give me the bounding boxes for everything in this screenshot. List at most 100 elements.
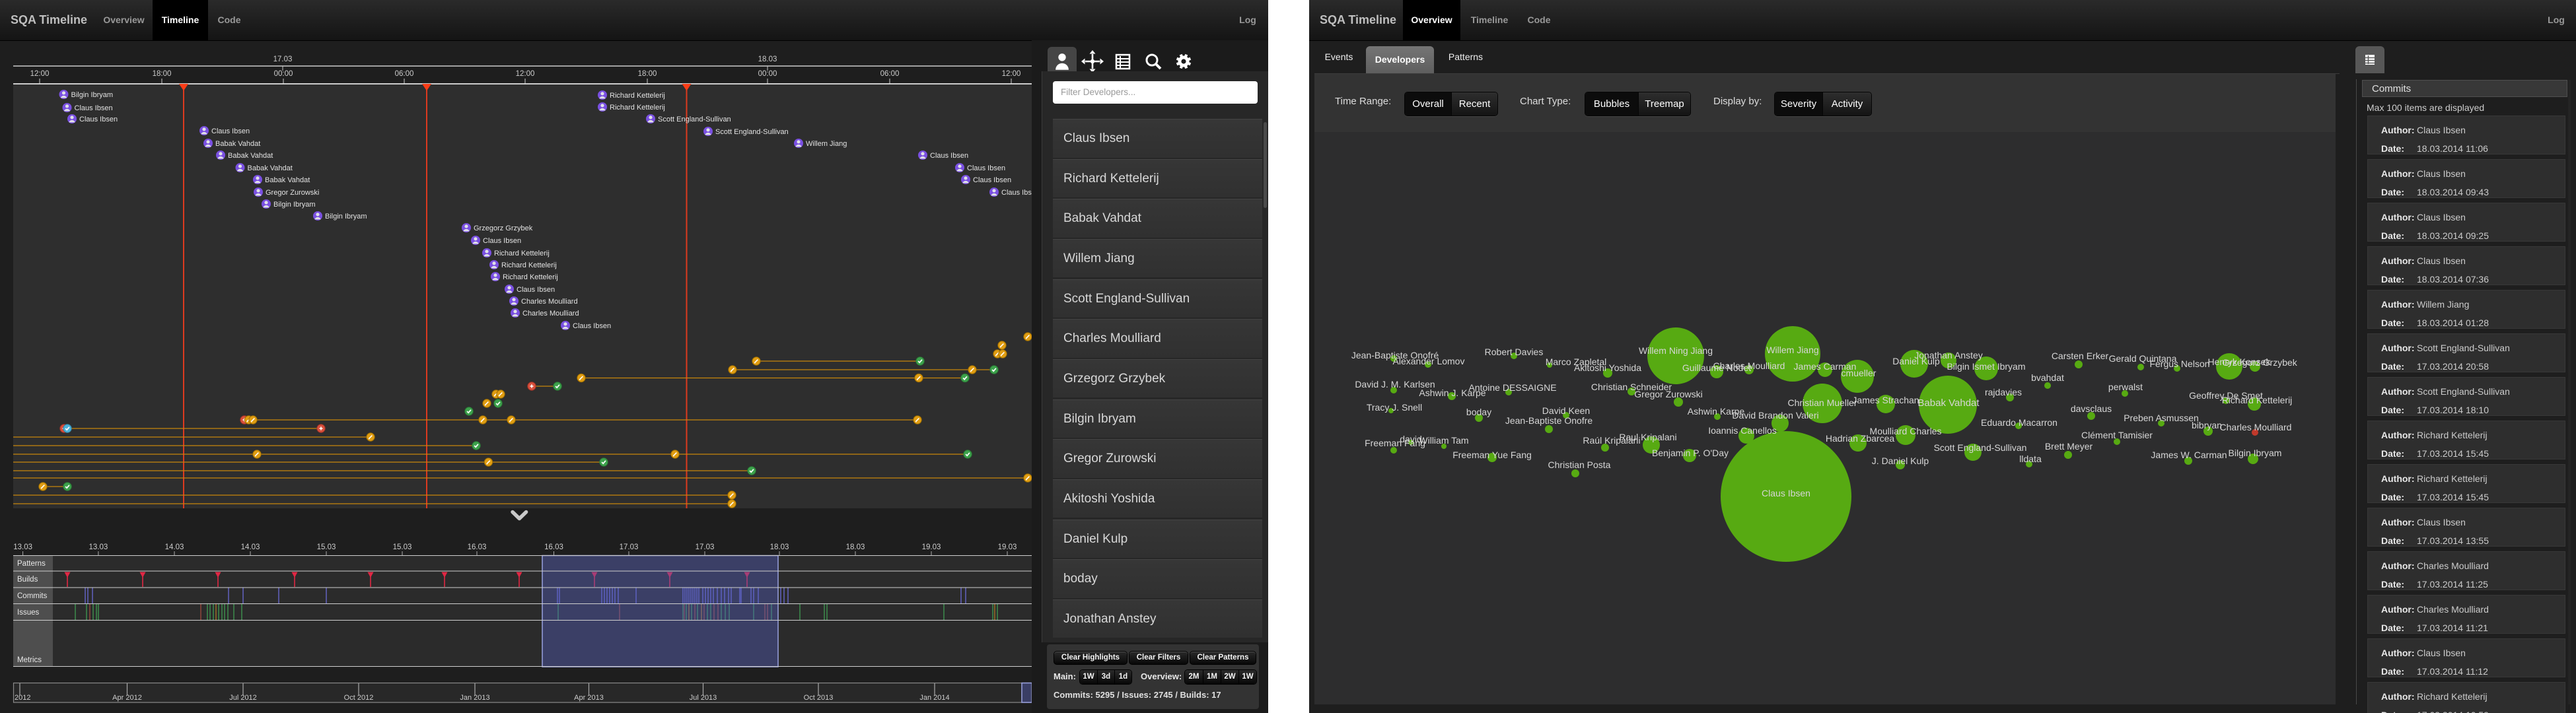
- svg-text:Preben Asmussen: Preben Asmussen: [2124, 413, 2199, 423]
- svg-text:06:00: 06:00: [395, 70, 414, 78]
- svg-text:Charles Moulliard: Charles Moulliard: [522, 310, 579, 318]
- svg-text:Antoine DESSAIGNE: Antoine DESSAIGNE: [1468, 382, 1556, 393]
- svg-text:2012: 2012: [15, 694, 30, 702]
- svg-text:Willem Jiang: Willem Jiang: [806, 140, 847, 148]
- svg-text:Akitoshi Yoshida: Akitoshi Yoshida: [1574, 362, 1641, 373]
- svg-text:Freeman Yue Fang: Freeman Yue Fang: [1452, 450, 1532, 460]
- svg-text:17.03: 17.03: [620, 543, 639, 551]
- svg-text:Bilgin Ibryam: Bilgin Ibryam: [71, 91, 114, 99]
- svg-text:Babak Vahdat: Babak Vahdat: [248, 164, 293, 172]
- svg-text:19.03: 19.03: [922, 543, 941, 551]
- svg-text:bvahdat: bvahdat: [2031, 372, 2064, 383]
- svg-text:Apr 2012: Apr 2012: [112, 694, 142, 702]
- svg-text:17.03: 17.03: [696, 543, 715, 551]
- svg-text:Christian Posta: Christian Posta: [1548, 459, 1611, 470]
- svg-text:12:00: 12:00: [30, 70, 50, 78]
- svg-text:13.03: 13.03: [13, 543, 32, 551]
- svg-text:Ashwin J. Karpe: Ashwin J. Karpe: [1419, 388, 1485, 398]
- svg-text:Babak Vahdat: Babak Vahdat: [1917, 397, 1980, 409]
- svg-text:Babak Vahdat: Babak Vahdat: [215, 140, 260, 148]
- svg-text:Freeman Fang: Freeman Fang: [1365, 438, 1425, 448]
- svg-text:Richard Kettelerij: Richard Kettelerij: [501, 261, 557, 269]
- svg-text:18.03: 18.03: [846, 543, 865, 551]
- svg-text:18.03: 18.03: [758, 55, 777, 63]
- svg-text:lldata: lldata: [2019, 454, 2042, 464]
- svg-text:Ioannis Canellos: Ioannis Canellos: [1708, 425, 1777, 436]
- svg-text:James Carman: James Carman: [1794, 361, 1857, 372]
- svg-text:Claus Ibsen: Claus Ibsen: [483, 237, 521, 245]
- svg-text:16.03: 16.03: [468, 543, 487, 551]
- svg-text:Richard Kettelerij: Richard Kettelerij: [610, 104, 665, 112]
- svg-text:18.03: 18.03: [770, 543, 789, 551]
- svg-text:13.03: 13.03: [89, 543, 108, 551]
- svg-text:Oct 2013: Oct 2013: [804, 694, 834, 702]
- svg-text:12:00: 12:00: [1002, 70, 1021, 78]
- svg-text:19.03: 19.03: [998, 543, 1017, 551]
- svg-text:david: david: [1400, 434, 1421, 444]
- svg-text:Christian Schneider: Christian Schneider: [1591, 382, 1672, 392]
- svg-text:Fergus Nelson: Fergus Nelson: [2149, 358, 2209, 369]
- svg-text:David Brandon Valeri: David Brandon Valeri: [1732, 410, 1818, 421]
- svg-text:boday: boday: [1466, 407, 1491, 417]
- svg-text:Babak Vahdat: Babak Vahdat: [265, 176, 310, 184]
- svg-text:Bilgin Ibryam: Bilgin Ibryam: [2229, 448, 2282, 458]
- svg-text:Scott England-Sullivan: Scott England-Sullivan: [658, 116, 731, 123]
- svg-text:Jean-Baptiste Onofre: Jean-Baptiste Onofre: [1505, 415, 1593, 426]
- svg-text:Willem Jiang: Willem Jiang: [1766, 345, 1818, 355]
- svg-text:Jean-Baptiste Onofré: Jean-Baptiste Onofré: [1351, 350, 1439, 360]
- svg-text:Claus Ibsen: Claus Ibsen: [973, 176, 1011, 184]
- svg-text:Claus Ibsen: Claus Ibsen: [930, 152, 968, 160]
- svg-text:Jul 2013: Jul 2013: [690, 694, 717, 702]
- svg-text:Willem Ning Jiang: Willem Ning Jiang: [1639, 345, 1713, 356]
- svg-text:Claus Ibsen: Claus Ibsen: [967, 164, 1005, 172]
- svg-text:Brett Meyer: Brett Meyer: [2045, 441, 2093, 452]
- svg-text:cmueller: cmueller: [1842, 368, 1877, 378]
- svg-text:Charles Moulliard: Charles Moulliard: [1713, 360, 1785, 371]
- svg-text:Bilgin Ibryam: Bilgin Ibryam: [325, 213, 367, 221]
- svg-text:00:00: 00:00: [758, 70, 777, 78]
- svg-text:15.03: 15.03: [393, 543, 412, 551]
- svg-text:Tracy J. Snell: Tracy J. Snell: [1367, 402, 1422, 413]
- svg-text:Gregor Zurowski: Gregor Zurowski: [266, 189, 319, 197]
- svg-text:J. Daniel Kulp: J. Daniel Kulp: [1872, 456, 1929, 466]
- svg-text:Jan 2013: Jan 2013: [460, 694, 489, 702]
- svg-text:18:00: 18:00: [638, 70, 657, 78]
- svg-text:Metrics: Metrics: [17, 656, 42, 664]
- svg-text:Scott England-Sullivan: Scott England-Sullivan: [715, 128, 789, 136]
- svg-text:David J. M. Karlsen: David J. M. Karlsen: [1355, 379, 1435, 390]
- svg-text:David Keen: David Keen: [1542, 405, 1590, 416]
- svg-text:Moulliard Charles: Moulliard Charles: [1870, 426, 1942, 436]
- svg-text:Benjamin P. O'Day: Benjamin P. O'Day: [1652, 448, 1729, 458]
- svg-text:Richard Kettelerij: Richard Kettelerij: [2222, 395, 2293, 405]
- svg-text:14.03: 14.03: [165, 543, 184, 551]
- svg-text:Patterns: Patterns: [17, 560, 46, 568]
- svg-text:Robert Davies: Robert Davies: [1485, 347, 1544, 357]
- svg-text:Jonathan Anstey: Jonathan Anstey: [1914, 350, 1983, 360]
- svg-text:Bilgin Ismet Ibryam: Bilgin Ismet Ibryam: [1947, 361, 2025, 372]
- svg-text:Apr 2013: Apr 2013: [574, 694, 604, 702]
- svg-text:William Tam: William Tam: [1419, 435, 1468, 446]
- svg-text:Claus Ibsen: Claus Ibsen: [1001, 189, 1032, 197]
- svg-text:00:00: 00:00: [274, 70, 293, 78]
- svg-text:Guillaume Nodet: Guillaume Nodet: [1682, 362, 1751, 373]
- svg-text:17.03: 17.03: [273, 55, 293, 63]
- svg-text:Richard Kettelerij: Richard Kettelerij: [494, 250, 550, 257]
- svg-text:davsclaus: davsclaus: [2071, 403, 2112, 414]
- svg-text:Richard Kettelerij: Richard Kettelerij: [610, 92, 665, 100]
- svg-text:James W. Carman: James W. Carman: [2151, 450, 2227, 460]
- svg-text:Claus Ibsen: Claus Ibsen: [517, 286, 555, 294]
- svg-text:16.03: 16.03: [544, 543, 563, 551]
- svg-text:Eduardo Macarron: Eduardo Macarron: [1981, 417, 2057, 428]
- svg-text:Marco Zapletal: Marco Zapletal: [1546, 356, 1607, 367]
- svg-text:perwalst: perwalst: [2108, 382, 2143, 392]
- svg-text:15.03: 15.03: [317, 543, 336, 551]
- svg-text:Babak Vahdat: Babak Vahdat: [228, 152, 273, 160]
- svg-text:Claus Ibsen: Claus Ibsen: [573, 322, 611, 330]
- svg-text:Claus Ibsen: Claus Ibsen: [75, 104, 113, 112]
- svg-text:rajdavies: rajdavies: [1985, 387, 2022, 397]
- svg-text:Gerald Quintana: Gerald Quintana: [2109, 353, 2177, 364]
- svg-text:Jan 2014: Jan 2014: [919, 694, 949, 702]
- svg-text:Henryk Konsek: Henryk Konsek: [2208, 356, 2272, 367]
- svg-text:Hadrian Zbarcea: Hadrian Zbarcea: [1826, 433, 1894, 444]
- svg-text:James Strachan: James Strachan: [1852, 395, 1919, 405]
